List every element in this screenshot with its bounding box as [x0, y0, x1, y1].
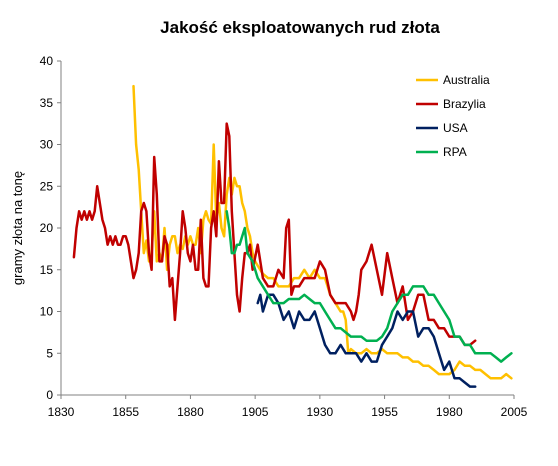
legend: Australia Brazylia USA RPA — [416, 73, 490, 159]
series-line-usa — [256, 293, 477, 388]
y-tick-label: 40 — [40, 54, 54, 68]
series-line-rpa — [225, 210, 513, 363]
series-line-brazylia — [72, 122, 477, 347]
y-tick-label: 5 — [46, 346, 53, 360]
x-tick-label: 1930 — [307, 405, 334, 419]
legend-label-rpa: RPA — [443, 145, 467, 159]
y-tick-label: 35 — [40, 96, 54, 110]
y-axis-title: gramy złota na tonę — [10, 171, 25, 285]
y-tick-label: 0 — [46, 388, 53, 402]
y-tick-label: 20 — [40, 221, 54, 235]
y-tick-label: 30 — [40, 138, 54, 152]
x-tick-label: 1855 — [112, 405, 139, 419]
y-tick-label: 15 — [40, 263, 54, 277]
legend-label-australia: Australia — [443, 73, 490, 87]
x-tick-label: 1880 — [177, 405, 204, 419]
plot-area: 0 5 10 15 20 25 30 35 40 1830 1855 1880 1905 1930 1955… — [40, 54, 528, 419]
y-tick-label: 25 — [40, 179, 54, 193]
x-tick-label: 1955 — [371, 405, 398, 419]
y-tick-label: 10 — [40, 305, 54, 319]
legend-label-usa: USA — [443, 121, 468, 135]
chart-title: Jakość eksploatowanych rud złota — [160, 18, 440, 37]
x-tick-label: 1830 — [48, 405, 75, 419]
x-tick-label: 1980 — [436, 405, 463, 419]
x-tick-label: 2005 — [501, 405, 528, 419]
x-tick-label: 1905 — [242, 405, 269, 419]
legend-label-brazylia: Brazylia — [443, 97, 486, 111]
